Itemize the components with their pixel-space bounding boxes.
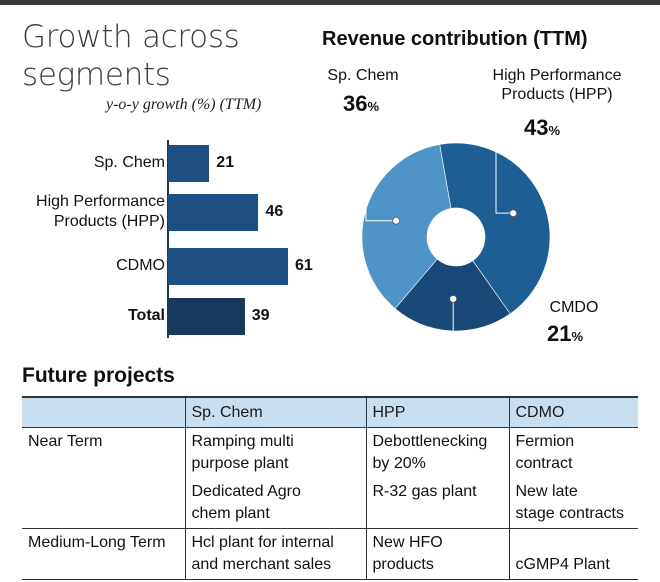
table-cell: New late stage contracts	[508, 478, 638, 529]
column-header	[22, 396, 185, 428]
row-term: Near Term	[28, 433, 103, 450]
pct-unit: %	[571, 329, 584, 344]
table-cell: Dedicated Agro chem plant	[184, 478, 366, 529]
bar-value-sp-chem: 21	[216, 154, 235, 171]
row-term	[22, 478, 185, 529]
donut-label-high-performance-products-hpp: High Performance Products (HPP)	[492, 67, 622, 103]
bar-high-performance-products-hpp	[168, 194, 259, 231]
donut-slice-high-performance-products-hpp	[439, 142, 551, 315]
bar-axis	[167, 140, 169, 338]
bar-label-cdmo: CDMO	[116, 257, 165, 274]
donut-pct-sp-chem: 36%	[343, 91, 380, 116]
table-row: Dedicated Agro chem plant R-32 gas plant Ne…	[22, 478, 638, 529]
row-term: Medium-Long Term	[22, 528, 185, 580]
table-cell: Hcl plant for internal and merchant sales	[184, 528, 366, 580]
bar-value-total: 39	[251, 307, 270, 324]
bar-sp-chem	[168, 145, 210, 182]
bar-total	[168, 298, 245, 335]
pct-unit: %	[367, 99, 380, 114]
future-projects-table: Sp. Chem HPP CDMO Near Term Ramping multi…	[22, 396, 638, 580]
bar-cdmo	[168, 248, 288, 285]
table-row: Near Term Ramping multi purpose plant Debot…	[22, 427, 638, 478]
revenue-donut-chart	[361, 118, 551, 334]
leader-sp-chem	[365, 118, 401, 225]
table-header-row: Sp. Chem HPP CDMO	[22, 396, 638, 428]
table-cell: Ramping multi purpose plant	[184, 427, 366, 478]
bar-value-high-performance-products-hpp: 46	[265, 203, 284, 220]
pct-unit: %	[548, 123, 561, 138]
leader-high-performance-products-hpp	[495, 125, 518, 218]
table-cell: R-32 gas plant	[365, 478, 509, 529]
donut-slice-sp-chem	[361, 144, 452, 310]
bar-label-total: Total	[127, 307, 165, 324]
donut-pct-high-performance-products-hpp: 43%	[524, 115, 561, 140]
column-header-sp-chem: Sp. Chem	[184, 396, 366, 428]
bar-value-cdmo: 61	[295, 257, 313, 274]
column-header-hpp: HPP	[365, 396, 509, 428]
donut-label-sp-chem: Sp. Chem	[327, 67, 399, 84]
column-header-cdmo: CDMO	[508, 396, 638, 428]
page-title: Growth across segments	[22, 19, 240, 93]
table-cell: New HFO products	[365, 528, 509, 580]
donut-slice-cmdo	[394, 258, 511, 332]
donut-pct-cmdo: 21%	[547, 321, 584, 346]
table-cell: Debottlenecking by 20%	[365, 427, 509, 478]
leader-cmdo	[449, 295, 534, 334]
top-rule	[0, 0, 660, 5]
table-row: Medium-Long Term Hcl plant for internal an…	[22, 528, 638, 580]
bar-chart-subtitle: y-o-y growth (%) (TTM)	[106, 96, 262, 113]
bar-label-sp-chem: Sp. Chem	[93, 154, 165, 171]
table-cell: Fermion contract	[508, 427, 638, 478]
donut-chart-title: Revenue contribution (TTM)	[322, 28, 588, 50]
bar-label-high-performance-products-hpp: High Performance Products (HPP)	[36, 193, 165, 230]
future-projects-title: Future projects	[22, 364, 175, 387]
donut-label-cmdo: CMDO	[549, 299, 599, 316]
table-cell: cGMP4 Plant	[508, 528, 638, 580]
